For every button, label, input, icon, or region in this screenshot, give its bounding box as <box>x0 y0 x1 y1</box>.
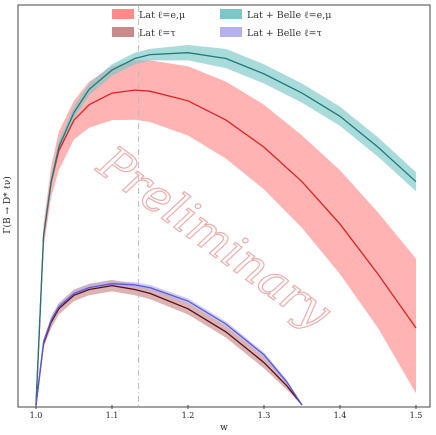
x-tick-label-4: 1.4 <box>334 411 347 420</box>
series-1-line <box>35 52 417 406</box>
legend-swatch-2 <box>112 27 134 37</box>
legend-label-0: Lat ℓ=e,μ <box>139 10 185 21</box>
x-tick-label-1: 1.1 <box>106 411 119 420</box>
legend-swatch-1 <box>220 9 242 19</box>
legend-swatch-3 <box>220 27 242 37</box>
x-tick-label-2: 1.2 <box>182 411 195 420</box>
plot-frame <box>17 4 431 408</box>
series-3-line <box>35 283 303 406</box>
series-2-line <box>35 284 303 406</box>
y-axis-label: Γ(B → D* ℓν) <box>2 176 13 234</box>
x-tick-label-3: 1.3 <box>258 411 271 420</box>
legend-label-2: Lat ℓ=τ <box>139 28 176 39</box>
legend-swatch-0 <box>112 9 134 19</box>
x-ticks-group: 1.0 1.1 1.2 1.3 1.4 1.5 <box>30 405 423 420</box>
legend-label-3: Lat + Belle ℓ=τ <box>247 28 322 39</box>
series-0-band <box>36 60 416 406</box>
lines-group <box>35 52 417 406</box>
x-tick-label-0: 1.0 <box>30 411 43 420</box>
legend-label-1: Lat + Belle ℓ=e,μ <box>247 10 331 21</box>
x-tick-label-5: 1.5 <box>410 411 423 420</box>
legend: Lat ℓ=e,μ Lat + Belle ℓ=e,μ Lat ℓ=τ Lat + B… <box>112 9 331 39</box>
x-axis-label: w <box>220 423 228 433</box>
series-2-band <box>36 279 302 405</box>
